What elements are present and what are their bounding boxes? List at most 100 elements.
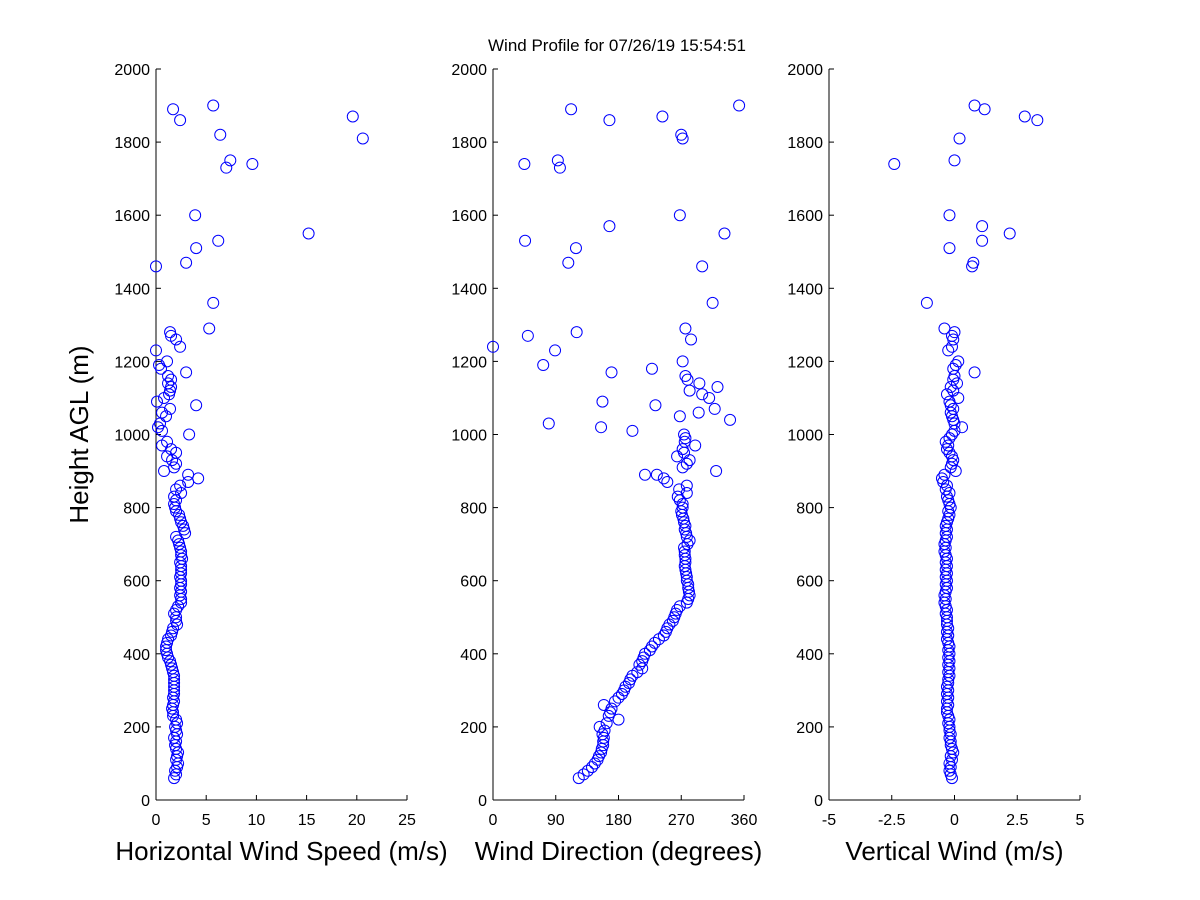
data-point [542, 417, 555, 430]
y-tick-label: 1000 [451, 428, 487, 445]
data-point [518, 158, 531, 171]
data-point [174, 479, 187, 492]
x-tick-label: 15 [298, 812, 316, 829]
y-tick-label: 200 [796, 720, 823, 737]
data-point [160, 410, 173, 423]
data-point [203, 322, 216, 335]
data-point [943, 242, 956, 255]
y-tick-label: 1000 [787, 428, 823, 445]
y-tick-label: 1400 [787, 281, 823, 298]
y-tick-label: 1000 [114, 428, 150, 445]
x-axis-label: Horizontal Wind Speed (m/s) [115, 836, 447, 866]
data-point [609, 695, 622, 708]
data-point [967, 256, 980, 269]
subplot-3: 0 200 400 600 800 1000 1200 1400 1600 1800 2000 -5 -… [787, 62, 1084, 866]
data-point [976, 220, 989, 233]
x-tick-label: 5 [202, 812, 211, 829]
data-point [302, 227, 315, 240]
data-point [570, 326, 583, 339]
data-point [189, 209, 202, 222]
data-point [150, 344, 162, 357]
y-tick-label: 1800 [114, 135, 150, 152]
data-point [968, 366, 981, 379]
data-point [168, 490, 181, 503]
data-point [952, 355, 965, 368]
data-point [519, 234, 532, 247]
data-point [938, 322, 951, 335]
data-point [161, 355, 174, 368]
data-point [649, 399, 662, 412]
data-point [521, 329, 534, 342]
y-tick-label: 1400 [451, 281, 487, 298]
data-point [943, 486, 956, 499]
data-point [696, 260, 709, 273]
data-point [956, 421, 969, 434]
data-point [942, 344, 955, 357]
x-tick-label: -5 [822, 812, 836, 829]
data-point [487, 340, 499, 353]
data-point [945, 428, 958, 441]
data-point [710, 465, 723, 478]
y-tick-label: 400 [123, 647, 150, 664]
y-axis-label: Height AGL (m) [64, 345, 94, 523]
data-point [943, 757, 956, 770]
data-point [174, 114, 187, 127]
data-point [596, 728, 609, 741]
data-point [976, 234, 989, 247]
data-point [935, 472, 948, 485]
y-tick-label: 1600 [114, 208, 150, 225]
data-point [944, 380, 957, 393]
data-point [592, 750, 605, 763]
data-point [920, 296, 933, 309]
y-tick-label: 2000 [451, 62, 487, 79]
y-tick-label: 200 [460, 720, 487, 737]
data-point [678, 428, 691, 441]
data-point [645, 640, 658, 653]
data-point [943, 446, 956, 459]
y-tick-label: 1800 [787, 135, 823, 152]
data-point [553, 161, 566, 174]
data-point [943, 395, 956, 408]
data-point [180, 256, 193, 269]
y-tick-label: 400 [460, 647, 487, 664]
data-point [537, 359, 550, 372]
data-point [676, 355, 689, 368]
data-point [953, 132, 966, 145]
data-point [164, 402, 177, 415]
data-point [170, 483, 183, 496]
y-tick-label: 1200 [114, 354, 150, 371]
x-tick-label: 5 [1076, 812, 1085, 829]
data-point [673, 483, 686, 496]
subplot-1: 0 200 400 600 800 1000 1200 1400 1600 1800 2000 0 5 1… [64, 62, 448, 866]
data-point [190, 242, 203, 255]
data-point [190, 399, 203, 412]
y-tick-label: 600 [460, 574, 487, 591]
data-point [706, 296, 719, 309]
data-point [593, 720, 606, 733]
y-tick-label: 800 [460, 501, 487, 518]
data-point [661, 476, 674, 489]
x-tick-label: 10 [248, 812, 266, 829]
data-point [164, 326, 177, 339]
data-point [724, 413, 737, 426]
data-point [165, 373, 178, 386]
data-point [615, 688, 628, 701]
data-point [673, 209, 686, 222]
data-point [603, 114, 616, 127]
data-point [948, 154, 961, 167]
x-tick-label: 180 [605, 812, 632, 829]
data-point [681, 373, 694, 386]
data-point [1018, 110, 1031, 123]
data-point [680, 479, 693, 492]
x-tick-label: 90 [547, 812, 565, 829]
x-tick-label: 25 [398, 812, 416, 829]
x-tick-label: -2.5 [878, 812, 906, 829]
data-point [162, 633, 175, 646]
y-tick-label: 1400 [114, 281, 150, 298]
data-point [949, 359, 962, 372]
data-point [939, 435, 952, 448]
data-point [565, 103, 578, 116]
data-point [888, 158, 901, 171]
data-point [600, 717, 613, 730]
